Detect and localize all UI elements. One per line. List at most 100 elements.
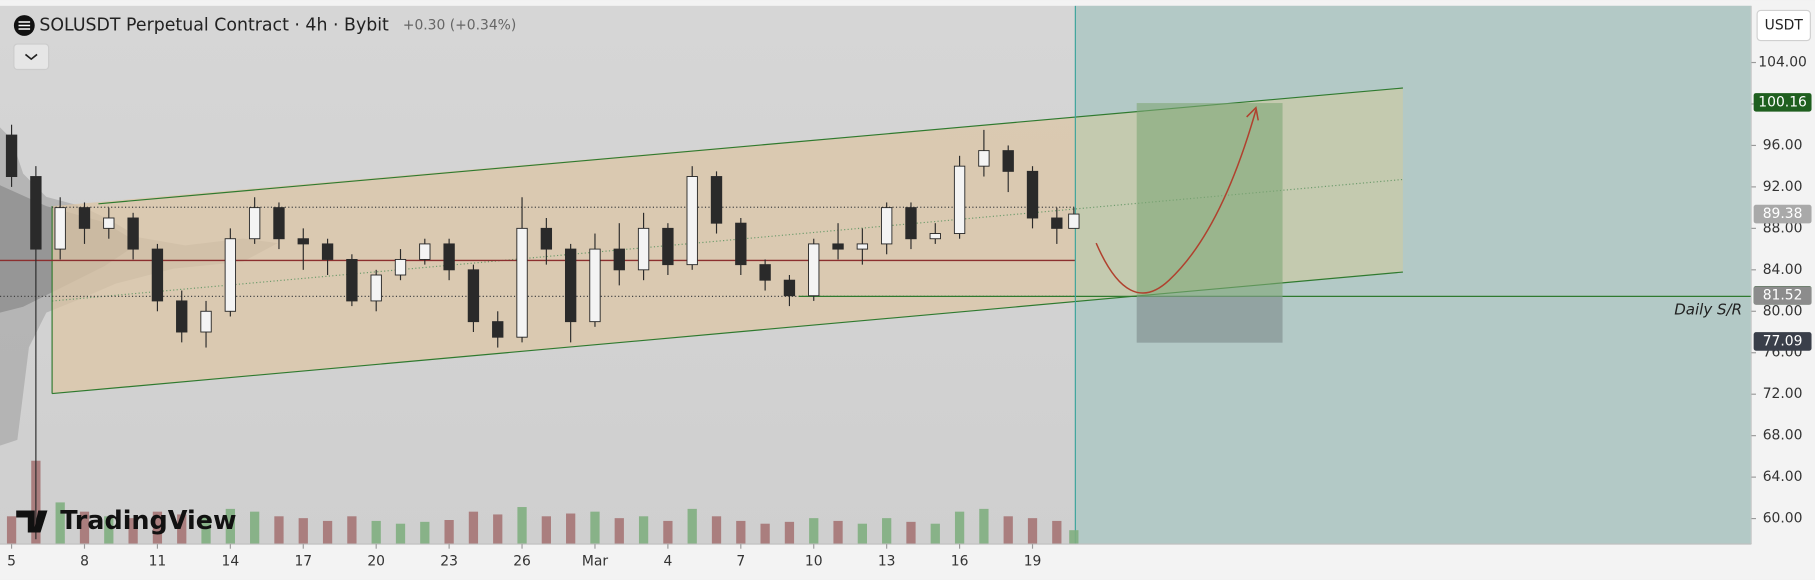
time-axis (0, 544, 1752, 580)
candle-body (103, 217, 115, 229)
candle-body (248, 207, 261, 240)
candle-body (78, 207, 91, 229)
volume-bar (468, 511, 479, 545)
y-tick-label: 68.00 (1763, 428, 1803, 444)
candle-body (880, 207, 893, 245)
volume-bar (274, 516, 284, 545)
x-tick-label: 13 (878, 553, 896, 569)
candle-body (394, 258, 407, 276)
candle-body (953, 165, 966, 235)
x-tick-label: 7 (736, 553, 745, 569)
volume-bar (663, 520, 673, 545)
volume-bar (930, 523, 940, 545)
volume-bar (1052, 520, 1062, 545)
x-tick-label: 11 (149, 553, 167, 569)
stop-box (1136, 296, 1283, 343)
candle-body (637, 227, 650, 271)
volume-bar (1027, 518, 1038, 545)
y-tick-label: 84.00 (1763, 262, 1803, 278)
x-tick-label: 10 (805, 553, 823, 569)
candle-body (54, 207, 66, 250)
candle-body (540, 227, 553, 250)
volume-bar (1003, 516, 1013, 545)
x-tick-label: 26 (513, 553, 531, 569)
candle-body (808, 243, 820, 297)
candle-body (978, 150, 990, 167)
candle-body (273, 207, 285, 240)
volume-bar (177, 514, 187, 545)
candle-body (5, 134, 18, 178)
x-tick-label: Mar (582, 553, 608, 569)
volume-bar (784, 521, 795, 545)
volume-bar (250, 511, 260, 545)
candle-body (589, 248, 601, 323)
candle-body (224, 238, 237, 312)
chevron (24, 53, 38, 61)
x-tick-label: 5 (7, 553, 16, 569)
volume-bar (736, 520, 746, 545)
volume-bar (566, 513, 576, 545)
collapse-button[interactable] (13, 43, 50, 71)
volume-bar (104, 516, 114, 545)
y-tick-label: 64.00 (1763, 469, 1803, 485)
x-tick-label: 23 (440, 553, 458, 569)
candle-body (710, 176, 723, 224)
candle-body (151, 248, 164, 302)
price-label-box (1753, 332, 1812, 351)
x-tick-label: 16 (951, 553, 969, 569)
chart-title: SOLUSDT Perpetual Contract · 4h · Bybit (39, 16, 389, 36)
volume-bar (638, 516, 649, 545)
symbol-icon-mark (18, 21, 31, 30)
volume-bar (979, 508, 989, 545)
currency-box[interactable] (1756, 9, 1811, 42)
x-tick-label: 19 (1024, 553, 1042, 569)
volume-bar (128, 518, 138, 545)
volume-bar (79, 511, 90, 545)
channel-mid (52, 178, 1403, 302)
volume-bar (614, 518, 624, 545)
logo-dot (38, 510, 46, 518)
candle-body (759, 264, 771, 281)
channel-fill (52, 116, 1076, 394)
volume-bar (711, 516, 722, 545)
candle-body (419, 243, 431, 260)
candle-body (1026, 170, 1039, 219)
candle-body (613, 248, 625, 271)
candle-body (564, 248, 577, 323)
volume-bar (395, 523, 406, 545)
price-label: 81.52 (1763, 288, 1803, 304)
candle-body (30, 176, 42, 250)
candle-body (200, 310, 212, 333)
volume-bar (225, 508, 235, 545)
volume-bar (833, 520, 843, 545)
volume-bar (298, 518, 308, 545)
volume-bar (6, 516, 17, 545)
candle-body (905, 207, 917, 240)
volume-bar (371, 520, 381, 545)
volume-bar (55, 502, 65, 545)
candle-body (856, 243, 869, 250)
price-label: 77.09 (1763, 333, 1803, 349)
price-label-box (1753, 286, 1812, 305)
candle-body (1002, 150, 1014, 172)
volume-bar (420, 521, 430, 545)
arrow-head (1246, 106, 1259, 121)
candle-body (176, 300, 188, 333)
volume-bar (687, 508, 697, 545)
volume-bar (517, 507, 527, 545)
x-tick-label: 4 (663, 553, 672, 569)
brand: TradingView (60, 506, 236, 536)
volume-bar (493, 514, 503, 545)
candle-body (321, 243, 334, 260)
x-tick-label: 17 (294, 553, 312, 569)
candle-body (929, 233, 941, 240)
volume-bar (347, 516, 357, 545)
candle-body (662, 227, 674, 266)
volume-bar (590, 511, 600, 545)
candle-body (370, 274, 382, 302)
candle-body (467, 269, 480, 323)
candle-body (297, 238, 309, 245)
price-label-box (1753, 204, 1812, 224)
